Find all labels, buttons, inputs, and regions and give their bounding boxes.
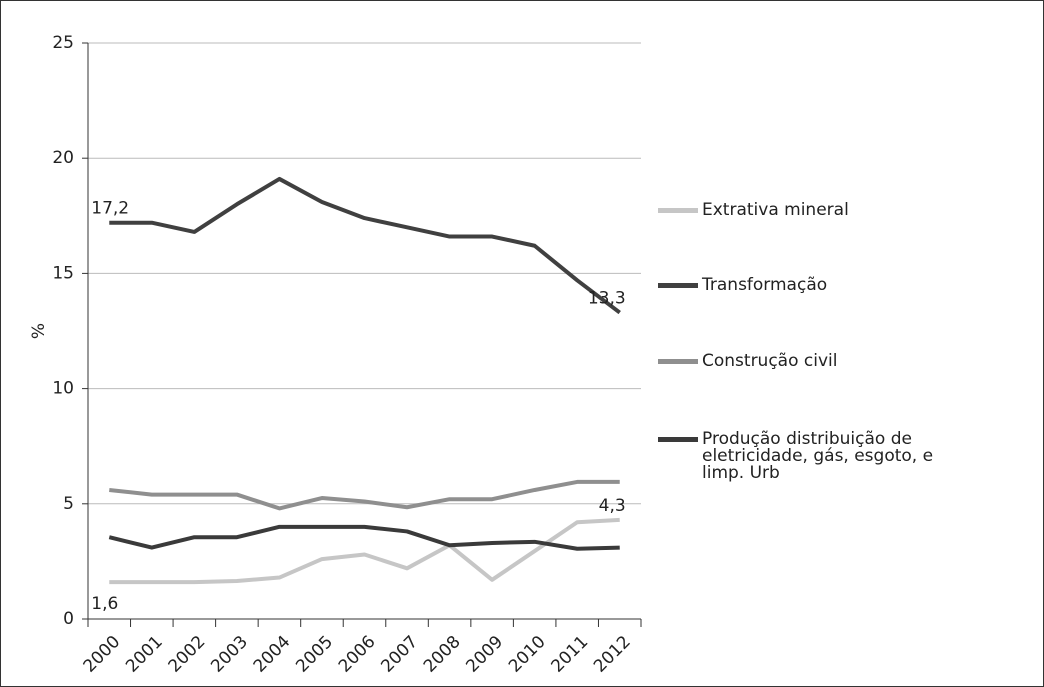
x-tick-label: 2007 [377, 632, 422, 677]
legend-swatch [658, 283, 698, 288]
legend-item: Extrativa mineral [658, 202, 948, 219]
data-label: 13,3 [588, 289, 626, 309]
data-label: 17,2 [91, 199, 129, 219]
legend-item: Transformação [658, 277, 948, 294]
x-tick-label: 2010 [505, 632, 550, 677]
x-tick-label: 2006 [335, 632, 380, 677]
legend-label: Extrativa mineral [702, 200, 849, 220]
legend-swatch [658, 359, 698, 364]
legend-swatch [658, 437, 698, 442]
y-axis-title: % [29, 323, 49, 339]
y-tick-label: 10 [52, 379, 74, 399]
y-tick-label: 0 [63, 609, 74, 629]
x-tick-label: 2012 [590, 632, 635, 677]
y-tick-label: 15 [52, 263, 74, 283]
legend-label: Construção civil [702, 351, 838, 371]
legend-label: Transformação [702, 275, 828, 295]
y-tick-label: 20 [52, 148, 74, 168]
x-tick-label: 2011 [548, 632, 593, 677]
x-tick-label: 2001 [122, 632, 167, 677]
series-line [108, 524, 620, 551]
y-tick-label: 5 [63, 494, 74, 514]
legend-item: Produção distribuição de eletricidade, g… [658, 431, 948, 482]
x-tick-label: 2003 [207, 632, 252, 677]
series-line [109, 176, 621, 315]
series-line [109, 479, 620, 511]
x-tick-label: 2002 [165, 632, 210, 677]
series-line [109, 517, 620, 585]
x-tick-label: 2000 [80, 632, 125, 677]
legend-item: Construção civil [658, 353, 948, 370]
x-tick-label: 2009 [462, 632, 507, 677]
data-label: 4,3 [599, 496, 626, 516]
legend-swatch [658, 208, 698, 213]
x-tick-label: 2004 [250, 632, 295, 677]
x-tick-label: 2008 [420, 632, 465, 677]
legend-label: Produção distribuição de eletricidade, g… [702, 429, 934, 483]
data-label: 1,6 [91, 594, 118, 614]
y-tick-label: 25 [52, 33, 74, 53]
x-tick-label: 2005 [292, 632, 337, 677]
